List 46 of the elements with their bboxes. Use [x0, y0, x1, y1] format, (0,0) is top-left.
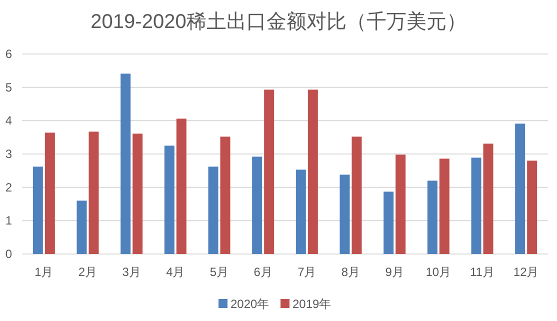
x-tick-label: 11月	[470, 265, 494, 279]
bar	[164, 146, 174, 254]
x-tick-label: 3月	[122, 265, 141, 279]
y-tick-label: 1	[5, 214, 12, 228]
bar	[483, 144, 494, 254]
y-tick-label: 6	[5, 47, 12, 61]
x-tick-label: 12月	[513, 265, 539, 279]
y-tick-label: 4	[5, 114, 12, 128]
x-tick-label: 4月	[166, 265, 185, 279]
bar	[471, 158, 482, 254]
x-tick-label: 9月	[385, 265, 404, 279]
bar	[220, 136, 230, 254]
y-tick-label: 0	[5, 247, 12, 261]
bar	[352, 136, 362, 254]
y-tick-label: 5	[5, 80, 12, 94]
bar	[439, 158, 450, 254]
bar	[527, 160, 538, 254]
bar	[32, 166, 43, 254]
bar	[515, 124, 526, 254]
x-tick-label: 7月	[298, 265, 316, 279]
bar	[120, 74, 131, 254]
bar	[176, 118, 186, 254]
legend-label: 2019年	[292, 297, 332, 311]
bar	[76, 200, 87, 254]
chart-title: 2019-2020稀土出口金额对比（千万美元）	[90, 10, 466, 33]
bar	[208, 166, 218, 254]
x-tick-label: 5月	[210, 265, 229, 279]
bar	[308, 90, 318, 254]
x-tick-label: 6月	[254, 265, 272, 279]
x-tick-label: 8月	[341, 265, 360, 279]
bar	[427, 180, 438, 254]
bar	[264, 90, 274, 254]
bar	[384, 192, 394, 254]
bar	[296, 170, 306, 254]
bar	[44, 132, 55, 254]
x-tick-label: 10月	[426, 265, 452, 279]
bar	[396, 154, 406, 254]
x-tick-label: 1月	[34, 265, 54, 279]
x-tick-label: 2月	[78, 265, 98, 279]
bar	[340, 174, 350, 254]
y-tick-label: 3	[5, 147, 12, 161]
bar	[252, 156, 262, 254]
legend-label: 2020年	[230, 297, 270, 311]
y-tick-label: 2	[5, 180, 12, 194]
bar	[132, 134, 143, 254]
bar	[88, 132, 99, 254]
